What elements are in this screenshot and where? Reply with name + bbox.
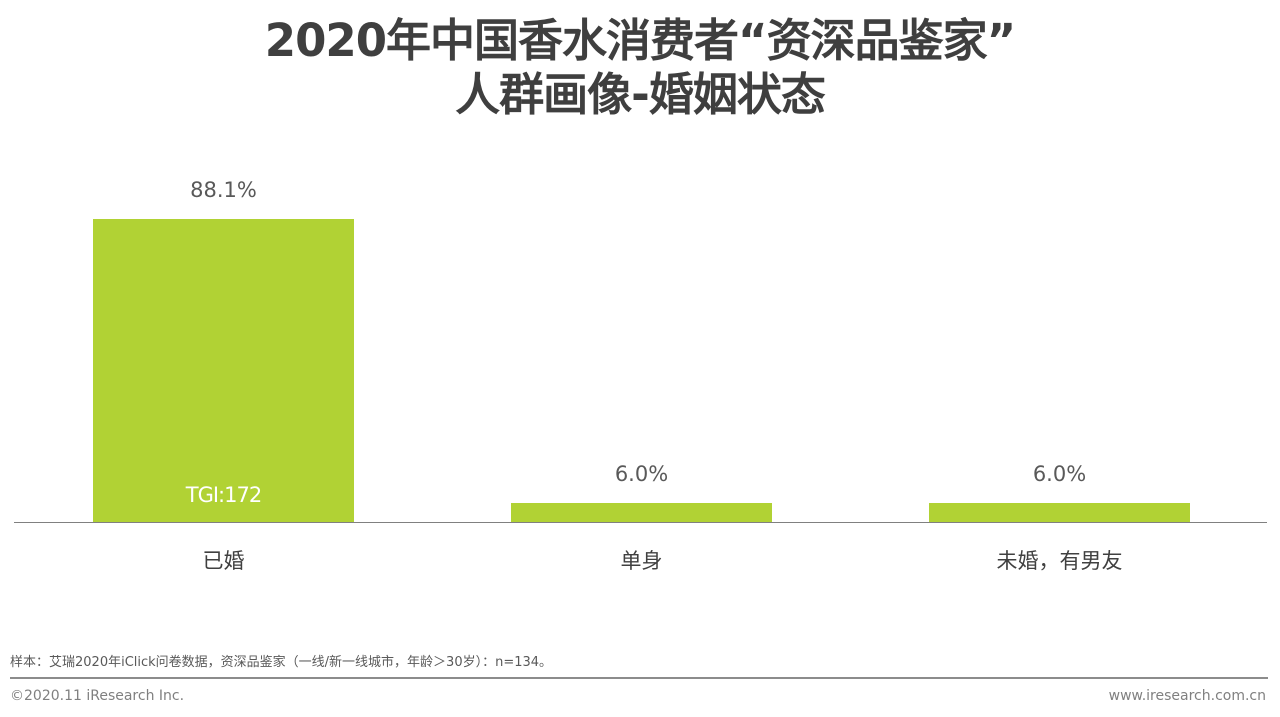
- category-label-married: 已婚: [202, 549, 245, 573]
- bar-value-label-married: 88.1%: [190, 178, 257, 202]
- x-axis-baseline: [14, 522, 1267, 523]
- copyright-text: ©2020.11 iResearch Inc.: [10, 688, 185, 704]
- category-label-single: 单身: [620, 549, 663, 573]
- chart-title-line-1: 2020年中国香水消费者“资深品鉴家”: [264, 14, 1016, 67]
- footer-divider: [10, 677, 1268, 679]
- sample-note: 样本：艾瑞2020年iClick问卷数据，资深品鉴家（一线/新一线城市，年龄＞3…: [10, 655, 553, 670]
- bar-married: TGI:172: [93, 219, 354, 523]
- category-label-unmarried-with-boyfriend: 未婚，有男友: [996, 549, 1123, 573]
- bar-value-label-unmarried-with-boyfriend: 6.0%: [1032, 462, 1087, 486]
- chart-title-line-2: 人群画像-婚姻状态: [455, 68, 826, 121]
- bar-value-label-single: 6.0%: [614, 462, 669, 486]
- website-link: www.iresearch.com.cn: [1108, 688, 1266, 704]
- chart-title: 2020年中国香水消费者“资深品鉴家” 人群画像-婚姻状态: [0, 14, 1280, 122]
- tgi-label: TGI:172: [185, 483, 262, 507]
- bar-unmarried-with-boyfriend: [929, 503, 1190, 523]
- bar-single: [511, 503, 772, 523]
- bar-chart: 88.1% TGI:172 已婚 6.0% 单身 6.0% 未婚，有男友: [14, 178, 1267, 573]
